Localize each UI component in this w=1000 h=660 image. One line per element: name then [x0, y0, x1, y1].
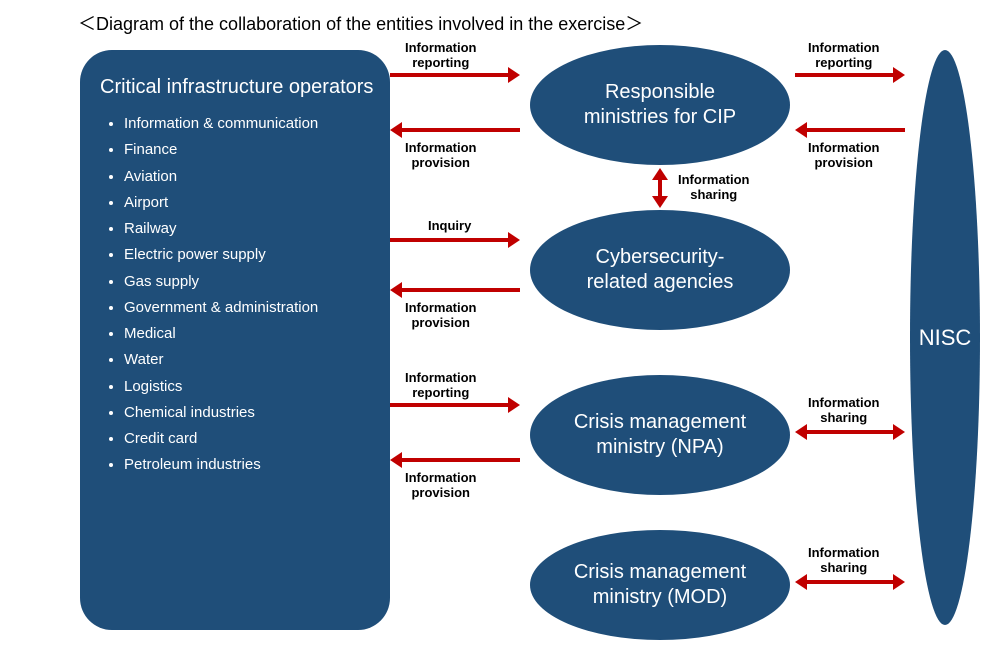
operators-list-item: Electric power supply — [124, 242, 390, 268]
ellipse-mod: Crisis managementministry (MOD) — [530, 530, 790, 640]
operators-list-item: Aviation — [124, 164, 390, 190]
flow-label-left-cyber-bot: Informationprovision — [405, 300, 477, 330]
ellipse-npa-label: Crisis managementministry (NPA) — [574, 410, 746, 460]
flow-label-left-npa-bot: Informationprovision — [405, 470, 477, 500]
operators-list-item: Water — [124, 347, 390, 373]
operators-list-item: Gas supply — [124, 269, 390, 295]
operators-title: Critical infrastructure operators — [100, 76, 390, 99]
operators-list-item: Information & communication — [124, 111, 390, 137]
flow-label-left-npa-top: Informationreporting — [405, 370, 477, 400]
flow-label-cip-nisc-bot: Informationprovision — [808, 140, 880, 170]
ellipse-cyber: Cybersecurity-related agencies — [530, 210, 790, 330]
flow-label-npa-nisc: Informationsharing — [808, 395, 880, 425]
diagram-title: ＜Diagram of the collaboration of the ent… — [78, 10, 643, 36]
operators-list: Information & communicationFinanceAviati… — [80, 111, 390, 479]
operators-list-item: Credit card — [124, 426, 390, 452]
operators-list-item: Petroleum industries — [124, 452, 390, 478]
flow-label-left-cip-bot: Informationprovision — [405, 140, 477, 170]
ellipse-cyber-label: Cybersecurity-related agencies — [587, 245, 734, 295]
ellipse-nisc-label: NISC — [919, 324, 972, 352]
operators-list-item: Railway — [124, 216, 390, 242]
flow-label-left-cyber-top: Inquiry — [428, 218, 471, 233]
diagram-canvas: ＜Diagram of the collaboration of the ent… — [0, 0, 1000, 660]
ellipse-cip: Responsibleministries for CIP — [530, 45, 790, 165]
flow-label-mod-nisc: Informationsharing — [808, 545, 880, 575]
operators-list-item: Airport — [124, 190, 390, 216]
flow-label-cip-nisc-top: Informationreporting — [808, 40, 880, 70]
ellipse-cip-label: Responsibleministries for CIP — [584, 80, 736, 130]
operators-list-item: Logistics — [124, 374, 390, 400]
operators-list-item: Government & administration — [124, 295, 390, 321]
operators-list-item: Medical — [124, 321, 390, 347]
ellipse-nisc: NISC — [910, 50, 980, 625]
operators-box: Critical infrastructure operators Inform… — [80, 50, 390, 630]
flow-label-cip-cyber: Informationsharing — [678, 172, 750, 202]
ellipse-npa: Crisis managementministry (NPA) — [530, 375, 790, 495]
flow-label-left-cip-top: Informationreporting — [405, 40, 477, 70]
operators-list-item: Finance — [124, 137, 390, 163]
ellipse-mod-label: Crisis managementministry (MOD) — [574, 560, 746, 610]
operators-list-item: Chemical industries — [124, 400, 390, 426]
